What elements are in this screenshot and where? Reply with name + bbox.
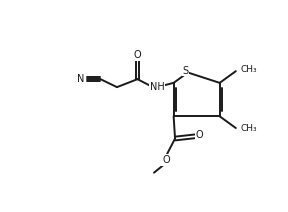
Text: O: O [162, 155, 170, 165]
Text: CH₃: CH₃ [241, 65, 257, 74]
Text: S: S [183, 66, 189, 75]
Text: N: N [77, 74, 85, 84]
Text: O: O [134, 50, 141, 60]
Text: NH: NH [150, 82, 165, 92]
Text: CH₃: CH₃ [241, 124, 257, 132]
Text: O: O [196, 130, 203, 140]
